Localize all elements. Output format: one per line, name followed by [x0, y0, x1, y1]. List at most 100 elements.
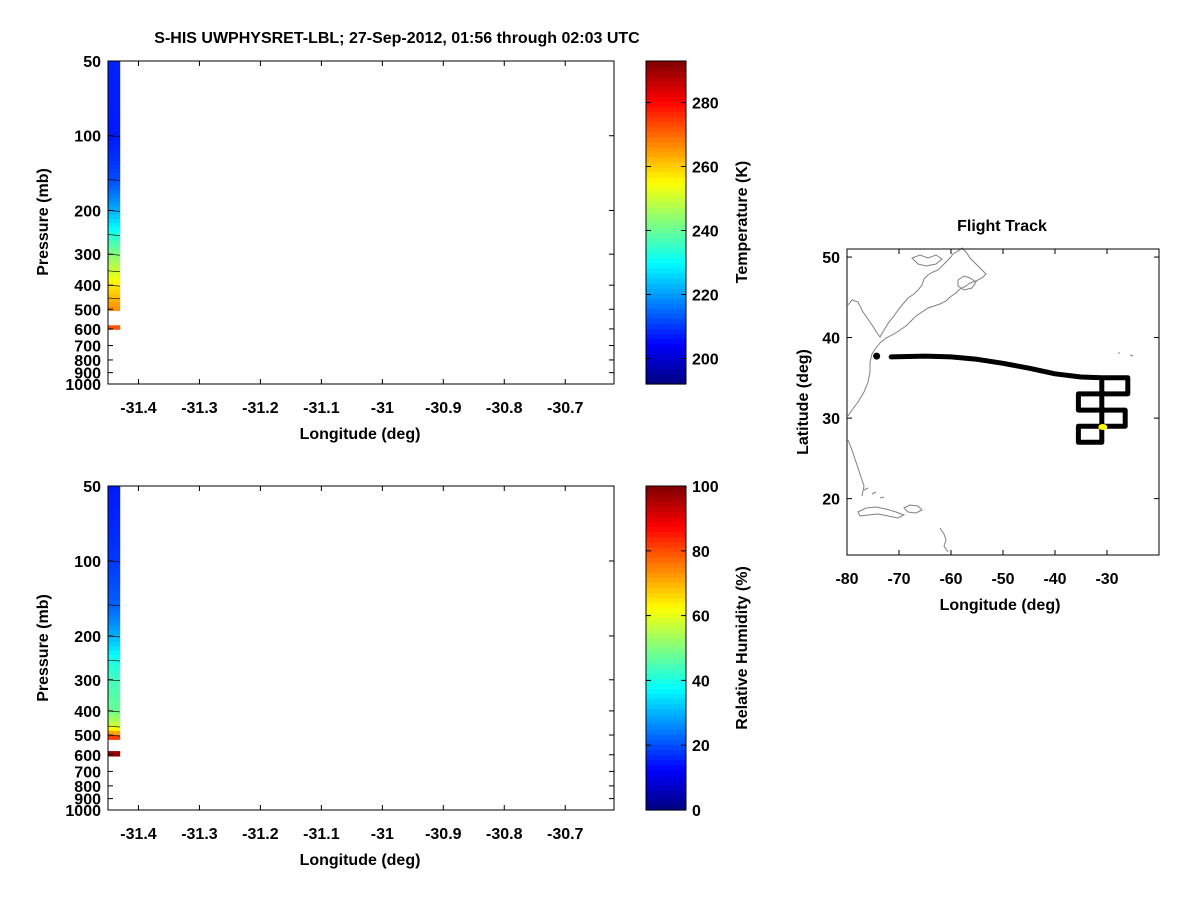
flight-track-x-tick-label: -80: [835, 571, 858, 588]
temperature-panel: -31.4 -31.3 -31.2 -31.1 -31 -30.9 -30.8 -30.7 5…: [35, 54, 751, 443]
temperature-colorbar-segment: [646, 116, 686, 123]
temperature-profile-cell: [108, 272, 121, 278]
humidity-x-label: Longitude (deg): [300, 852, 421, 869]
temperature-profile-cell: [108, 139, 121, 145]
humidity-profile-cell: [108, 705, 121, 711]
humidity-profile-cell: [108, 511, 121, 517]
humidity-colorbar-segment: [646, 688, 686, 695]
humidity-colorbar-segment: [646, 546, 686, 553]
humidity-profile-cell: [108, 532, 121, 538]
humidity-contour-line: [107, 604, 121, 607]
humidity-lower-band: [108, 751, 121, 757]
humidity-colorbar-segment: [646, 567, 686, 573]
coastline-bermuda: [1118, 352, 1134, 357]
humidity-colorbar-label: Relative Humidity (%): [734, 566, 751, 730]
coastline-newfoundland: [957, 275, 977, 291]
temperature-profile-cell: [108, 148, 121, 154]
temperature-profile-cell: [108, 181, 121, 187]
humidity-profile-cell: [108, 553, 121, 559]
temperature-profile-cell: [108, 189, 121, 195]
humidity-profile-cell: [108, 595, 121, 601]
temperature-colorbar-segment: [646, 187, 686, 193]
temperature-y-tick-label: 1000: [65, 377, 101, 394]
humidity-plot-frame: [107, 485, 615, 811]
humidity-profile-cell: [108, 718, 121, 723]
temperature-profile-cell: [108, 81, 121, 87]
humidity-colorbar-segment: [646, 526, 686, 533]
humidity-colorbar-segment: [646, 607, 686, 614]
temperature-colorbar-segment: [646, 202, 686, 208]
temperature-profile-cell: [108, 264, 121, 270]
humidity-colorbar-segment: [646, 764, 686, 771]
humidity-profile-cell: [108, 684, 121, 690]
humidity-profile-cell: [108, 629, 121, 635]
humidity-colorbar-segment: [646, 789, 686, 796]
temperature-profile-strip: [107, 61, 121, 330]
humidity-y-tick-label: 1000: [65, 803, 101, 820]
temperature-colorbar-segment: [646, 207, 686, 214]
humidity-x-tick-label: -31.2: [242, 826, 279, 843]
flight-track-frame: [846, 248, 1160, 556]
temperature-profile-cell: [108, 144, 121, 149]
temperature-profile-cell: [108, 248, 121, 253]
humidity-profile-cell: [108, 519, 121, 525]
temperature-colorbar-tick-label: 200: [692, 351, 719, 368]
temperature-profile-cell: [108, 98, 121, 104]
flight-track-panel: Flight Track -80 -70 -60 -50 -40 -30 20 30 40 50…: [795, 218, 1160, 614]
humidity-colorbar-segment: [646, 592, 686, 598]
humidity-x-tick-label: -30.8: [486, 826, 523, 843]
flight-track-x-tick-label: -30: [1095, 571, 1118, 588]
humidity-colorbar-segment: [646, 744, 686, 750]
temperature-colorbar-segment: [646, 71, 686, 77]
coastline: [847, 247, 1134, 553]
humidity-y-tick-label: 200: [74, 629, 101, 646]
temperature-colorbar-segment: [646, 363, 686, 370]
temperature-contour-line: [107, 179, 121, 181]
temperature-profile-cell: [108, 293, 121, 299]
flight-track-y-tick-label: 30: [822, 411, 840, 428]
temperature-profile-cell: [108, 297, 121, 303]
temperature-colorbar-segment: [646, 242, 686, 249]
temperature-colorbar-segment: [646, 126, 686, 133]
humidity-colorbar-segment: [646, 642, 686, 649]
humidity-x-tick-label: -31.3: [181, 826, 218, 843]
humidity-profile-cell: [108, 680, 121, 685]
humidity-profile-strip: [107, 486, 121, 757]
flight-start-marker: [873, 352, 881, 360]
humidity-colorbar-segment: [646, 556, 686, 563]
humidity-contour-line: [107, 659, 121, 662]
temperature-profile-cell: [108, 198, 121, 203]
coastline-bahamas: [863, 487, 885, 499]
temperature-colorbar-segment: [646, 81, 686, 87]
humidity-colorbar-segment: [646, 551, 686, 558]
humidity-colorbar-segment: [646, 511, 686, 517]
temperature-profile-cell: [108, 115, 121, 120]
temperature-profile-cell: [108, 106, 121, 112]
humidity-profile-cell: [108, 549, 121, 555]
flight-track-x-tick-label: -40: [1043, 571, 1066, 588]
temperature-y-label: Pressure (mb): [35, 168, 52, 276]
humidity-colorbar-segment: [646, 506, 686, 512]
temperature-colorbar-segment: [646, 227, 686, 234]
humidity-profile-cell: [108, 490, 121, 496]
humidity-y-tick-label: 800: [74, 779, 101, 796]
temperature-x-tick-label: -30.8: [486, 400, 523, 417]
humidity-colorbar-segment: [646, 683, 686, 690]
humidity-profile-cell: [108, 608, 121, 614]
temperature-colorbar-segment: [646, 353, 686, 360]
temperature-profile-cell: [108, 214, 121, 220]
temperature-colorbar-segment: [646, 328, 686, 335]
temperature-colorbar-segment: [646, 303, 686, 309]
temperature-x-tick-label: -31: [371, 400, 394, 417]
temperature-colorbar-segment: [646, 252, 686, 259]
humidity-colorbar-segment: [646, 784, 686, 791]
humidity-colorbar-tick-label: 0: [692, 803, 701, 820]
flight-track-x-tick-label: -70: [887, 571, 910, 588]
humidity-colorbar-segment: [646, 799, 686, 806]
humidity-y-tick-label: 500: [74, 728, 101, 745]
temperature-profile-cell: [108, 285, 121, 291]
temperature-profile-cell: [108, 123, 121, 129]
temperature-profile-cell: [108, 102, 121, 108]
humidity-profile-cell: [108, 625, 121, 631]
temperature-colorbar-segment: [646, 283, 686, 289]
